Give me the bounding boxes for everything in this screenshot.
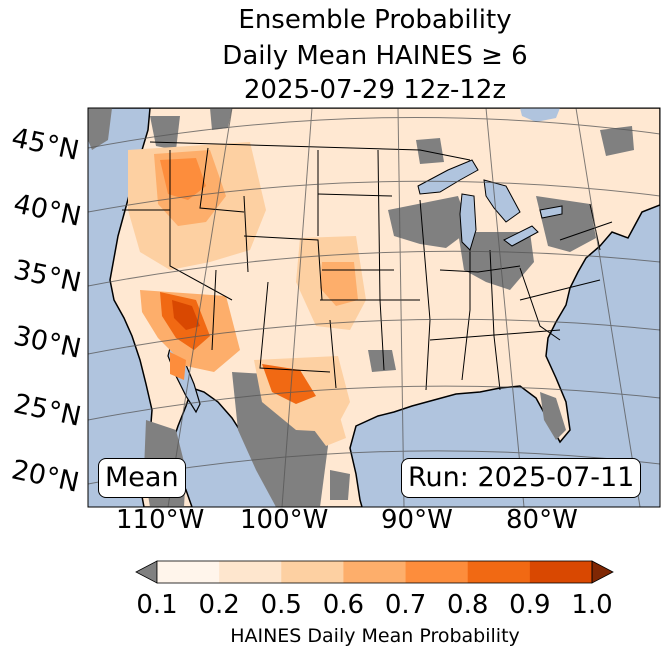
colorbar-frame	[156, 560, 593, 584]
colorbar-bin-6	[529, 561, 593, 583]
lake-huron	[483, 179, 521, 223]
lon-label-90w: 90°W	[381, 505, 453, 535]
great-lakes	[417, 159, 563, 251]
lon-label-80w: 80°W	[506, 505, 578, 535]
colorbar-tick-label: 0.1	[136, 590, 178, 620]
title-line-1: Ensemble Probability	[238, 5, 512, 35]
colorbar-tick-label: 0.6	[322, 590, 365, 620]
colorbar-bin-0	[157, 561, 220, 583]
stat-label-box: Mean	[98, 458, 186, 498]
colorbar-tick-label: 1.0	[571, 590, 613, 620]
colorbar-bin-1	[219, 561, 282, 583]
lon-label-100w: 100°W	[240, 505, 329, 535]
colorbar-label: HAINES Daily Mean Probability	[230, 625, 520, 647]
state-boundaries	[122, 141, 613, 391]
colorbar-tick-label: 0.8	[447, 590, 489, 620]
colorbar-tick-label: 0.7	[384, 590, 427, 620]
colorbar-tick-label: 0.2	[198, 590, 240, 620]
title-line-3: 2025-07-29 12z-12z	[243, 75, 507, 105]
colorbar-bin-5	[467, 561, 531, 583]
colorbar-tick-label: 0.5	[260, 590, 302, 620]
colorbar-tick-label: 0.9	[509, 590, 551, 620]
colorbar-over-arrow	[591, 560, 614, 584]
colorbar-under-arrow	[135, 560, 158, 584]
lake-superior	[417, 159, 479, 195]
colorbar-bin-3	[343, 561, 407, 583]
title-line-2: Daily Mean HAINES ≥ 6	[222, 41, 528, 71]
colorbar	[135, 560, 614, 584]
colorbar-bin-2	[281, 561, 344, 583]
colorbar-bin-4	[405, 561, 469, 583]
lon-label-110w: 110°W	[116, 505, 205, 535]
map-frame	[87, 107, 661, 508]
run-date-box: Run: 2025-07-11	[401, 458, 642, 498]
hudson-bay	[520, 108, 560, 122]
probability-shading	[128, 142, 366, 446]
lake-ontario	[539, 205, 563, 219]
lake-erie	[503, 225, 539, 247]
